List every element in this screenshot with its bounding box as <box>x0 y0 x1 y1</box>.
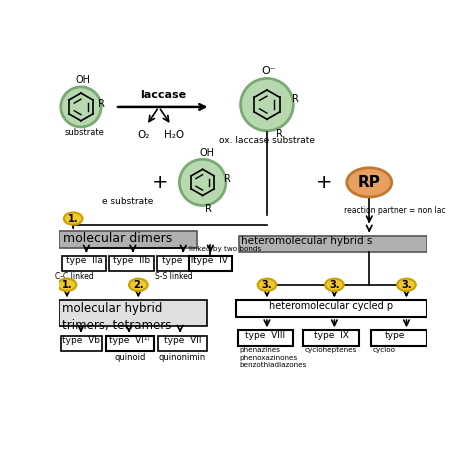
Text: +: + <box>316 173 333 192</box>
Bar <box>303 330 359 346</box>
Text: type  IIa: type IIa <box>65 256 102 265</box>
Text: type  VIII: type VIII <box>246 331 285 340</box>
Text: R: R <box>98 99 105 109</box>
Text: quinonimin: quinonimin <box>159 353 206 362</box>
Bar <box>237 330 293 346</box>
Text: R: R <box>276 129 283 139</box>
Bar <box>236 300 427 317</box>
Bar <box>63 255 106 271</box>
Text: type  IV: type IV <box>193 256 228 265</box>
Text: ox. laccase substrate: ox. laccase substrate <box>219 136 315 145</box>
Text: cycloo: cycloo <box>373 347 395 353</box>
Text: linked by two bonds: linked by two bonds <box>189 246 261 252</box>
Text: type  III: type III <box>163 256 196 265</box>
Bar <box>61 336 102 351</box>
Bar <box>371 330 427 346</box>
Text: type  IIb: type IIb <box>113 256 150 265</box>
Bar <box>239 236 427 253</box>
Text: heteromolecular cycled p: heteromolecular cycled p <box>269 301 393 311</box>
Text: reaction partner = non lac: reaction partner = non lac <box>345 206 446 215</box>
Text: cycloheptenes: cycloheptenes <box>305 347 357 353</box>
Text: e substrate: e substrate <box>102 197 153 206</box>
Text: 2.: 2. <box>133 280 144 290</box>
Text: molecular hybrid
trimers, tetramers: molecular hybrid trimers, tetramers <box>63 302 172 332</box>
Bar <box>157 255 202 271</box>
Text: 1.: 1. <box>68 214 79 224</box>
Text: R: R <box>292 94 299 104</box>
Bar <box>158 336 207 351</box>
Ellipse shape <box>325 279 344 291</box>
Text: 3.: 3. <box>329 280 340 290</box>
Text: +: + <box>152 173 168 192</box>
Text: type  VII: type VII <box>164 337 201 346</box>
Text: OH: OH <box>75 75 90 85</box>
Text: RP: RP <box>358 175 381 190</box>
Bar <box>106 336 154 351</box>
Bar <box>190 255 232 271</box>
Ellipse shape <box>64 212 82 225</box>
Text: 3.: 3. <box>262 280 272 290</box>
Bar <box>59 231 197 248</box>
Ellipse shape <box>129 279 147 291</box>
Text: molecular dimers: molecular dimers <box>63 232 173 245</box>
Text: substrate: substrate <box>65 128 105 137</box>
Ellipse shape <box>397 279 416 291</box>
Text: heteromolecular hybrid s: heteromolecular hybrid s <box>241 237 373 246</box>
Text: R: R <box>205 204 212 214</box>
Text: type  VI¹⁾: type VI¹⁾ <box>109 337 150 346</box>
Ellipse shape <box>258 279 276 291</box>
Text: H₂O: H₂O <box>164 130 184 140</box>
Text: R: R <box>224 173 231 183</box>
Text: 3.: 3. <box>401 280 412 290</box>
Circle shape <box>241 78 293 131</box>
Bar <box>59 300 207 326</box>
Text: type  Vb: type Vb <box>62 337 100 346</box>
Text: C-C linked: C-C linked <box>55 273 94 282</box>
Bar <box>109 255 154 271</box>
Text: laccase: laccase <box>140 90 186 100</box>
Ellipse shape <box>58 279 76 291</box>
Text: OH: OH <box>200 148 215 158</box>
Text: O⁻: O⁻ <box>261 66 276 76</box>
Text: type: type <box>385 331 405 340</box>
Circle shape <box>61 87 101 127</box>
Ellipse shape <box>347 168 392 197</box>
Text: 1.: 1. <box>62 280 72 290</box>
Text: O₂: O₂ <box>137 130 149 140</box>
Text: phenazines
phenoxazinones
benzothiadiazones: phenazines phenoxazinones benzothiadiazo… <box>239 347 306 368</box>
Text: type  IX: type IX <box>314 331 349 340</box>
Circle shape <box>179 159 226 206</box>
Text: S-S linked: S-S linked <box>155 273 193 282</box>
Text: quinoid: quinoid <box>114 353 146 362</box>
